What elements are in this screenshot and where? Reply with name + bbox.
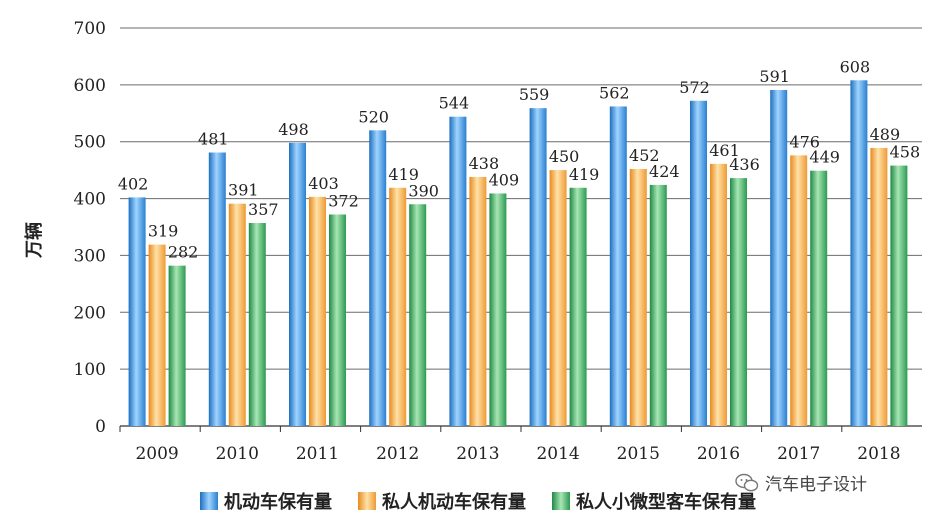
bar-total: [770, 89, 788, 426]
bar-private: [710, 163, 727, 427]
data-label: 282: [168, 243, 199, 262]
x-tick-label: 2015: [617, 444, 660, 464]
bar-total: [609, 106, 627, 426]
legend-item-private: 私人机动车保有量: [358, 488, 526, 514]
x-tick-label: 2014: [536, 444, 579, 464]
y-tick-label: 300: [74, 246, 106, 266]
data-label: 438: [469, 154, 500, 173]
data-label: 498: [278, 120, 309, 139]
data-label: 449: [809, 148, 840, 167]
data-label: 572: [679, 78, 710, 97]
x-tick-label: 2009: [135, 444, 178, 464]
y-tick-label: 200: [74, 303, 106, 323]
legend: 机动车保有量 私人机动车保有量 私人小微型客车保有量: [200, 488, 756, 514]
data-label: 481: [198, 130, 229, 149]
y-axis-label: 万辆: [23, 222, 45, 259]
data-label: 357: [248, 200, 279, 219]
data-label: 402: [118, 174, 149, 193]
bar-private-small-car: [489, 193, 507, 426]
data-label: 544: [439, 94, 470, 113]
data-label: 409: [489, 170, 520, 189]
bar-private: [389, 187, 407, 426]
data-label: 419: [388, 165, 419, 184]
data-label: 461: [709, 141, 740, 160]
y-tick-label: 600: [74, 76, 106, 96]
bar-private: [629, 169, 647, 426]
data-label: 403: [308, 174, 339, 193]
bar-total: [128, 197, 146, 426]
y-tick-label: 500: [74, 133, 106, 153]
data-label: 520: [358, 107, 389, 126]
x-tick-label: 2016: [697, 444, 740, 464]
bar-total: [529, 108, 547, 426]
bar-total: [449, 116, 467, 426]
bar-private-small-car: [168, 265, 186, 426]
data-label: 319: [148, 222, 179, 241]
bar-private: [549, 170, 567, 426]
bar-private-small-car: [248, 223, 266, 426]
y-tick-label: 700: [74, 19, 106, 39]
x-tick-label: 2017: [777, 444, 820, 464]
legend-item-private-small-car: 私人小微型客车保有量: [552, 488, 756, 514]
data-label: 419: [569, 165, 600, 184]
bar-total: [369, 130, 387, 427]
bar-total: [208, 152, 226, 426]
x-tick-label: 2018: [857, 444, 900, 464]
bar-private-small-car: [730, 178, 747, 426]
data-label: 452: [629, 146, 660, 165]
legend-swatch-private-small-car: [552, 492, 570, 510]
bar-total: [690, 100, 707, 426]
bar-private-small-car: [569, 187, 587, 426]
data-label: 559: [519, 85, 550, 104]
y-tick-label: 0: [95, 417, 106, 437]
x-tick-label: 2011: [296, 444, 339, 464]
watermark-text: 汽车电子设计: [765, 475, 867, 495]
data-label: 372: [328, 191, 359, 210]
bar-private-small-car: [890, 165, 908, 426]
bar-private: [309, 196, 326, 426]
legend-swatch-total: [200, 492, 218, 510]
bar-private: [790, 155, 808, 427]
data-labels: 4023192824813913574984033725204193905444…: [118, 57, 920, 261]
data-label: 608: [840, 57, 871, 76]
bar-total: [289, 142, 306, 426]
data-label: 424: [649, 162, 680, 181]
data-label: 591: [759, 67, 790, 86]
bar-total: [850, 80, 868, 427]
x-tick-label: 2012: [376, 444, 419, 464]
legend-label-total: 机动车保有量: [224, 492, 332, 513]
bar-private-small-car: [649, 184, 667, 426]
data-label: 391: [228, 181, 259, 200]
legend-label-private-small-car: 私人小微型客车保有量: [576, 492, 756, 513]
wechat-icon: [735, 473, 759, 491]
bar-private: [148, 244, 166, 426]
legend-item-total: 机动车保有量: [200, 488, 332, 514]
legend-swatch-private: [358, 492, 376, 510]
data-label: 450: [549, 147, 580, 166]
bar-private: [469, 176, 487, 426]
data-label: 489: [870, 125, 901, 144]
data-label: 458: [890, 143, 921, 162]
x-tick-label: 2010: [216, 444, 259, 464]
bar-private-small-car: [329, 214, 346, 426]
y-tick-label: 100: [74, 360, 106, 380]
y-tick-label: 400: [74, 190, 106, 210]
bar-private-small-car: [810, 170, 828, 426]
data-label: 562: [599, 83, 630, 102]
x-tick-label: 2013: [456, 444, 499, 464]
data-label: 476: [789, 132, 820, 151]
data-label: 436: [729, 155, 760, 174]
data-label: 390: [408, 181, 439, 200]
watermark: 汽车电子设计: [735, 470, 867, 495]
bar-private-small-car: [409, 204, 427, 426]
bar-private: [228, 203, 246, 426]
bars: [128, 80, 908, 427]
bar-private: [870, 147, 888, 426]
axes: 0 100 200 300 400 500 600 700 2009 2010 2011 2012 20…: [74, 19, 922, 464]
legend-label-private: 私人机动车保有量: [382, 492, 526, 513]
